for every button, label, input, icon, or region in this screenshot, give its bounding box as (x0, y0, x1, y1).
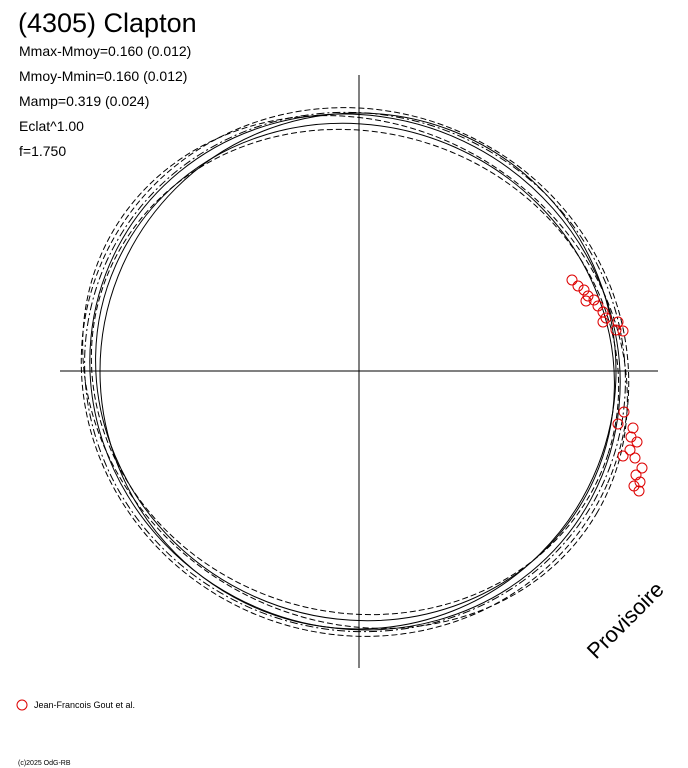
parameter: Eclat^1.00 (19, 118, 84, 134)
observation (617, 325, 629, 337)
observation (612, 316, 624, 328)
model-curve (90, 128, 620, 616)
title: (4305) Clapton (18, 8, 197, 38)
observation (618, 406, 630, 418)
observation (634, 476, 646, 488)
parameter: Mmoy-Mmin=0.160 (0.012) (19, 68, 187, 84)
observation (597, 316, 609, 328)
observation (629, 452, 641, 464)
observation (624, 444, 636, 456)
legend-marker (16, 699, 28, 711)
legend-label: Jean-Francois Gout et al. (34, 700, 135, 710)
observation (612, 418, 624, 430)
observation (627, 422, 639, 434)
model-curve (89, 113, 621, 631)
observation (572, 280, 584, 292)
observation (580, 295, 592, 307)
observation (600, 312, 612, 324)
observation (566, 274, 578, 286)
footer: (c)2025 OdG-RB (18, 760, 71, 767)
observation (630, 469, 642, 481)
observation (617, 450, 629, 462)
observation (631, 436, 643, 448)
observation (582, 290, 594, 302)
model-curve (82, 115, 628, 629)
observations (566, 274, 648, 497)
parameter: f=1.750 (19, 143, 66, 159)
reference-circle (99, 112, 617, 630)
observation (578, 284, 590, 296)
observation (588, 294, 600, 306)
parameter: Mmax-Mmoy=0.160 (0.012) (19, 43, 191, 59)
observation (633, 485, 645, 497)
observation (610, 324, 622, 336)
observation (636, 462, 648, 474)
model-curve (95, 122, 615, 622)
model-curve (84, 111, 626, 633)
parameter: Mamp=0.319 (0.024) (19, 93, 149, 109)
